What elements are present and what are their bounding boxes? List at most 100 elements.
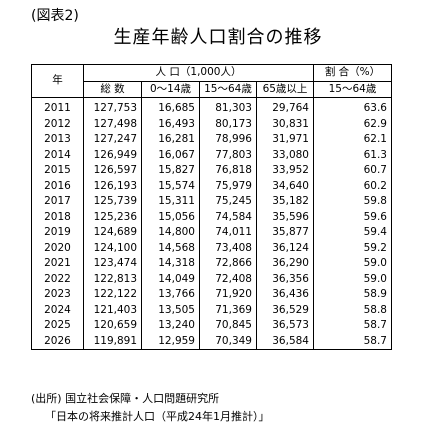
- page-title: 生産年齢人口割合の推移: [113, 27, 323, 48]
- cell-ratio: 62.9: [313, 116, 392, 132]
- cell-ratio: 62.1: [313, 132, 392, 148]
- cell-ratio: 59.2: [313, 240, 392, 256]
- cell-year: 2026: [31, 333, 84, 350]
- cell-15-64: 70,845: [199, 318, 257, 334]
- cell-year: 2017: [31, 194, 84, 210]
- table-row: 2020 124,100 14,568 73,408 36,124 59.2: [31, 240, 392, 256]
- cell-year: 2020: [31, 240, 84, 256]
- cell-ratio: 59.4: [313, 225, 392, 241]
- cell-0-14: 12,959: [141, 333, 200, 350]
- cell-year: 2023: [31, 287, 84, 303]
- cell-0-14: 15,311: [141, 194, 200, 210]
- table-row: 2022 122,813 14,049 72,408 36,356 59.0: [31, 271, 392, 287]
- table-row: 2017 125,739 15,311 75,245 35,182 59.8: [31, 194, 392, 210]
- subheader-0-14: 0～14歳: [141, 80, 200, 98]
- cell-15-64: 81,303: [199, 97, 257, 117]
- cell-year: 2015: [31, 163, 84, 179]
- cell-year: 2016: [31, 178, 84, 194]
- cell-ratio: 59.8: [313, 194, 392, 210]
- cell-ratio: 60.7: [313, 163, 392, 179]
- header-population: 人 口（1,000人）: [83, 64, 314, 82]
- cell-ratio: 63.6: [313, 97, 392, 117]
- header-ratio: 割 合（%）: [313, 64, 392, 82]
- cell-total: 127,753: [83, 97, 142, 117]
- cell-15-64: 73,408: [199, 240, 257, 256]
- cell-total: 126,949: [83, 147, 142, 163]
- cell-65plus: 36,573: [256, 318, 314, 334]
- cell-total: 124,689: [83, 225, 142, 241]
- cell-0-14: 14,800: [141, 225, 200, 241]
- table-row: 2025 120,659 13,240 70,845 36,573 58.7: [31, 318, 392, 334]
- table-row: 2021 123,474 14,318 72,866 36,290 59.0: [31, 256, 392, 272]
- table-row: 2018 125,236 15,056 74,584 35,596 59.6: [31, 209, 392, 225]
- cell-65plus: 30,831: [256, 116, 314, 132]
- cell-ratio: 59.0: [313, 256, 392, 272]
- cell-ratio: 58.7: [313, 318, 392, 334]
- cell-total: 119,891: [83, 333, 142, 350]
- cell-65plus: 35,182: [256, 194, 314, 210]
- cell-65plus: 36,529: [256, 302, 314, 318]
- table-row: 2015 126,597 15,827 76,818 33,952 60.7: [31, 163, 392, 179]
- cell-year: 2014: [31, 147, 84, 163]
- table-row: 2011 127,753 16,685 81,303 29,764 63.6: [31, 97, 392, 117]
- cell-65plus: 29,764: [256, 97, 314, 117]
- table-row: 2013 127,247 16,281 78,996 31,971 62.1: [31, 132, 392, 148]
- cell-ratio: 59.6: [313, 209, 392, 225]
- source-note: (出所) 国立社会保障・人口問題研究所 「日本の将来推計人口（平成24年1月推計…: [31, 390, 270, 426]
- cell-65plus: 36,436: [256, 287, 314, 303]
- table-body: 2011 127,753 16,685 81,303 29,764 63.6 2012 127…: [31, 97, 392, 350]
- cell-65plus: 36,584: [256, 333, 314, 350]
- cell-65plus: 31,971: [256, 132, 314, 148]
- cell-total: 125,236: [83, 209, 142, 225]
- table-row: 2024 121,403 13,505 71,369 36,529 58.8: [31, 302, 392, 318]
- cell-15-64: 72,408: [199, 271, 257, 287]
- cell-year: 2024: [31, 302, 84, 318]
- subheader-15-64: 15～64歳: [199, 80, 257, 98]
- cell-0-14: 14,318: [141, 256, 200, 272]
- cell-ratio: 58.9: [313, 287, 392, 303]
- figure-label: (図表2): [31, 8, 79, 24]
- table-row: 2026 119,891 12,959 70,349 36,584 58.7: [31, 333, 392, 350]
- cell-ratio: 60.2: [313, 178, 392, 194]
- table-row: 2016 126,193 15,574 75,979 34,640 60.2: [31, 178, 392, 194]
- cell-15-64: 77,803: [199, 147, 257, 163]
- cell-0-14: 13,766: [141, 287, 200, 303]
- cell-total: 125,739: [83, 194, 142, 210]
- cell-65plus: 36,356: [256, 271, 314, 287]
- cell-0-14: 13,505: [141, 302, 200, 318]
- cell-15-64: 80,173: [199, 116, 257, 132]
- cell-ratio: 59.0: [313, 271, 392, 287]
- cell-year: 2022: [31, 271, 84, 287]
- cell-65plus: 33,952: [256, 163, 314, 179]
- cell-total: 127,498: [83, 116, 142, 132]
- cell-65plus: 36,124: [256, 240, 314, 256]
- cell-15-64: 72,866: [199, 256, 257, 272]
- cell-total: 126,597: [83, 163, 142, 179]
- cell-0-14: 16,067: [141, 147, 200, 163]
- cell-0-14: 14,049: [141, 271, 200, 287]
- cell-total: 120,659: [83, 318, 142, 334]
- cell-0-14: 16,281: [141, 132, 200, 148]
- header-year: 年: [31, 64, 84, 98]
- table-row: 2023 122,122 13,766 71,920 36,436 58.9: [31, 287, 392, 303]
- cell-year: 2018: [31, 209, 84, 225]
- cell-total: 122,813: [83, 271, 142, 287]
- cell-year: 2013: [31, 132, 84, 148]
- cell-year: 2021: [31, 256, 84, 272]
- source-line-1: (出所) 国立社会保障・人口問題研究所: [31, 392, 220, 405]
- cell-15-64: 71,920: [199, 287, 257, 303]
- cell-15-64: 75,979: [199, 178, 257, 194]
- cell-0-14: 16,685: [141, 97, 200, 117]
- table-row: 2014 126,949 16,067 77,803 33,080 61.3: [31, 147, 392, 163]
- cell-ratio: 58.7: [313, 333, 392, 350]
- cell-15-64: 75,245: [199, 194, 257, 210]
- cell-65plus: 35,596: [256, 209, 314, 225]
- cell-65plus: 34,640: [256, 178, 314, 194]
- cell-0-14: 15,827: [141, 163, 200, 179]
- cell-year: 2019: [31, 225, 84, 241]
- cell-15-64: 70,349: [199, 333, 257, 350]
- cell-ratio: 61.3: [313, 147, 392, 163]
- cell-total: 124,100: [83, 240, 142, 256]
- subheader-total: 総 数: [83, 80, 142, 98]
- cell-total: 121,403: [83, 302, 142, 318]
